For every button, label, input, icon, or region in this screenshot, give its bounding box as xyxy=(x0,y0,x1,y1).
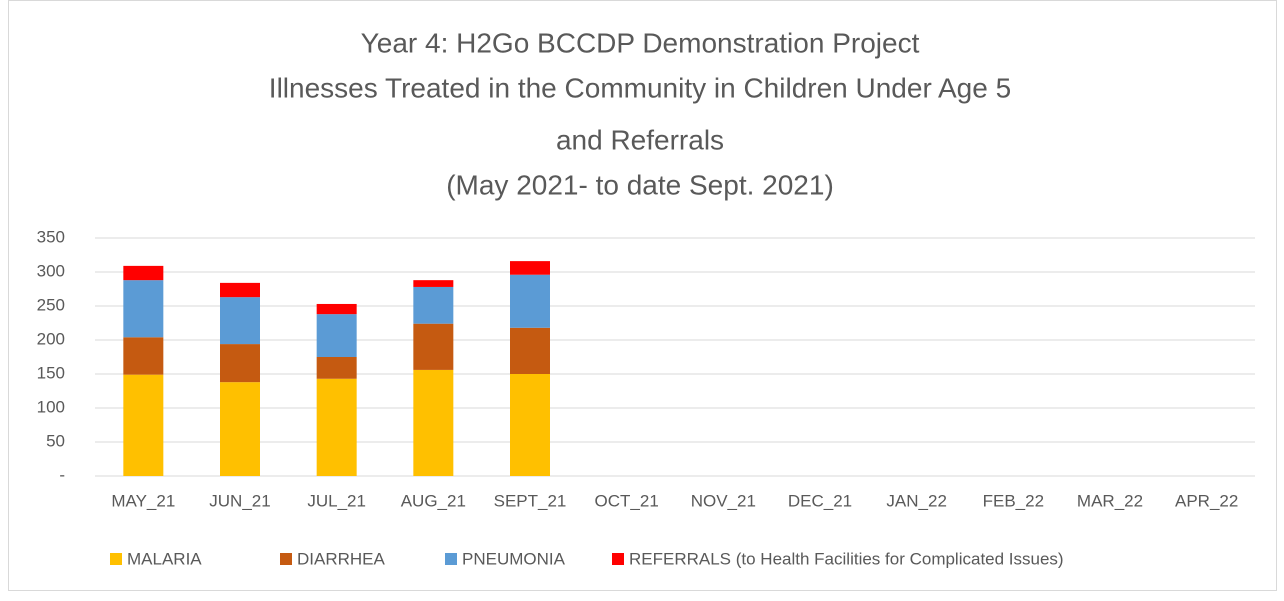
bar-segment xyxy=(316,357,357,379)
x-tick-label: OCT_21 xyxy=(595,491,659,510)
x-tick-label: AUG_21 xyxy=(401,491,466,510)
bar-segment xyxy=(316,314,357,357)
bar-segment xyxy=(220,344,260,383)
bar-segment xyxy=(510,261,550,275)
legend-swatch xyxy=(445,553,457,565)
y-tick-label: 300 xyxy=(37,261,65,280)
x-tick-label: JUL_21 xyxy=(307,491,366,510)
x-tick-label: FEB_22 xyxy=(983,491,1044,510)
x-tick-label: DEC_21 xyxy=(788,491,852,510)
bar-segment xyxy=(123,337,164,375)
y-tick-label: 50 xyxy=(46,431,65,450)
y-tick-label: 100 xyxy=(37,397,65,416)
bar-segment xyxy=(123,265,164,281)
chart-title: Illnesses Treated in the Community in Ch… xyxy=(269,72,1011,103)
legend-label: PNEUMONIA xyxy=(462,549,566,568)
bar-segment xyxy=(413,369,454,476)
bar-segment xyxy=(413,280,454,287)
legend-swatch xyxy=(280,553,292,565)
chart-border xyxy=(8,0,1277,591)
chart-title: Year 4: H2Go BCCDP Demonstration Project xyxy=(361,27,920,58)
bar-segment xyxy=(220,297,260,345)
bar-segment xyxy=(413,286,454,324)
y-tick-label: 250 xyxy=(37,295,65,314)
x-tick-label: SEPT_21 xyxy=(494,491,567,510)
bar-segment xyxy=(220,282,260,298)
bar-segment xyxy=(510,374,550,476)
bar-segment xyxy=(123,280,164,338)
y-tick-label: - xyxy=(59,465,65,484)
bar-segment xyxy=(510,274,550,328)
chart-title: (May 2021- to date Sept. 2021) xyxy=(446,169,834,200)
y-tick-label: 200 xyxy=(37,329,65,348)
bar-segment xyxy=(316,303,357,315)
x-tick-label: NOV_21 xyxy=(691,491,756,510)
y-tick-label: 350 xyxy=(37,227,65,246)
x-tick-label: MAR_22 xyxy=(1077,491,1143,510)
legend-swatch xyxy=(612,553,624,565)
x-tick-label: MAY_21 xyxy=(111,491,175,510)
y-tick-label: 150 xyxy=(37,363,65,382)
legend-swatch xyxy=(110,553,122,565)
x-tick-label: JAN_22 xyxy=(886,491,946,510)
bar-segment xyxy=(510,327,550,374)
bar-segment xyxy=(123,374,164,476)
legend-label: REFERRALS (to Health Facilities for Comp… xyxy=(629,549,1064,568)
legend-label: DIARRHEA xyxy=(297,549,386,568)
x-tick-label: APR_22 xyxy=(1175,491,1238,510)
bar-segment xyxy=(220,382,260,476)
bar-segment xyxy=(413,323,454,370)
chart-title: and Referrals xyxy=(556,124,724,155)
bar-segment xyxy=(316,378,357,476)
x-tick-label: JUN_21 xyxy=(209,491,270,510)
legend-label: MALARIA xyxy=(127,549,202,568)
